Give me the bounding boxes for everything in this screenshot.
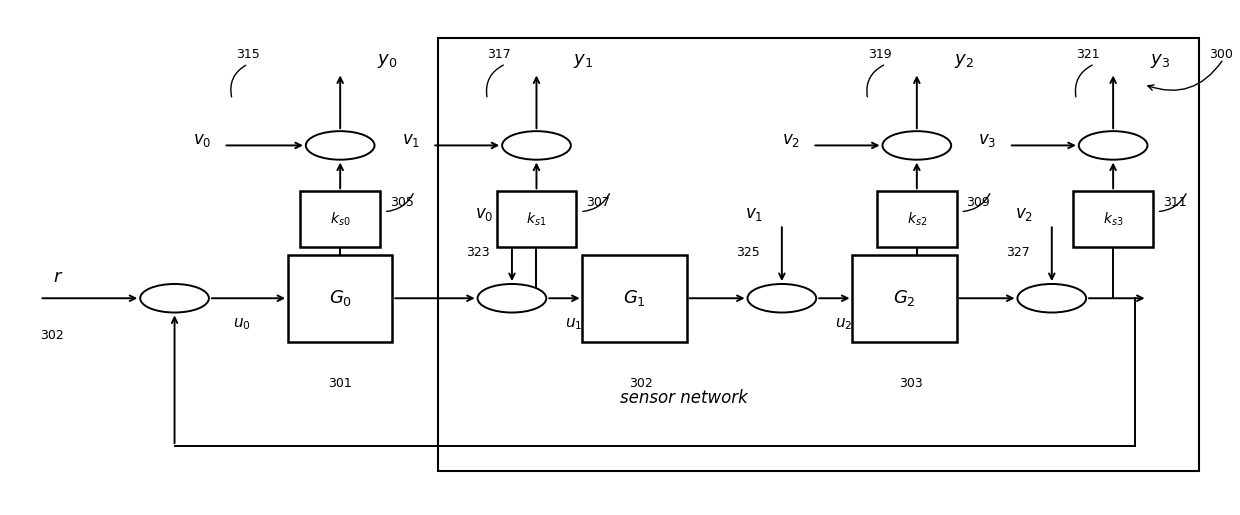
- Circle shape: [502, 131, 570, 160]
- Text: $k_{s1}$: $k_{s1}$: [526, 211, 547, 228]
- Text: $y_3$: $y_3$: [1149, 52, 1171, 70]
- Text: $\boldsymbol{v_0}$: $\boldsymbol{v_0}$: [475, 205, 494, 223]
- Bar: [300, 191, 379, 247]
- Text: 301: 301: [329, 377, 352, 390]
- Text: $\boldsymbol{v_1}$: $\boldsymbol{v_1}$: [402, 131, 420, 149]
- Bar: [1074, 191, 1153, 247]
- Text: $u_0$: $u_0$: [233, 316, 250, 332]
- Bar: [288, 255, 392, 341]
- Text: $\boldsymbol{v_3}$: $\boldsymbol{v_3}$: [978, 131, 997, 149]
- Text: 305: 305: [389, 196, 414, 209]
- Bar: [496, 191, 577, 247]
- Bar: [852, 255, 957, 341]
- Text: 315: 315: [236, 48, 259, 61]
- Text: $k_{s2}$: $k_{s2}$: [906, 211, 928, 228]
- Text: $G_2$: $G_2$: [893, 288, 916, 308]
- Circle shape: [306, 131, 374, 160]
- Text: $k_{s0}$: $k_{s0}$: [330, 211, 351, 228]
- Text: $y_2$: $y_2$: [954, 52, 973, 70]
- Text: 325: 325: [737, 246, 760, 259]
- Text: 319: 319: [868, 48, 892, 61]
- Bar: [877, 191, 957, 247]
- Text: $G_1$: $G_1$: [624, 288, 646, 308]
- Text: 307: 307: [587, 196, 610, 209]
- Bar: [438, 39, 1199, 471]
- Text: $u_1$: $u_1$: [564, 316, 582, 332]
- Circle shape: [883, 131, 951, 160]
- Text: 311: 311: [1163, 196, 1187, 209]
- Text: 321: 321: [1076, 48, 1100, 61]
- Text: 303: 303: [899, 377, 923, 390]
- Text: $y_1$: $y_1$: [573, 52, 593, 70]
- Text: 327: 327: [1006, 246, 1029, 259]
- Text: sensor network: sensor network: [620, 389, 748, 407]
- Text: 309: 309: [966, 196, 991, 209]
- Text: $u_2$: $u_2$: [835, 316, 852, 332]
- Circle shape: [1018, 284, 1086, 313]
- Text: 317: 317: [487, 48, 511, 61]
- Circle shape: [140, 284, 208, 313]
- Text: 302: 302: [40, 329, 63, 342]
- Text: 323: 323: [466, 246, 490, 259]
- Circle shape: [1079, 131, 1147, 160]
- Text: $\boldsymbol{v_0}$: $\boldsymbol{v_0}$: [193, 131, 211, 149]
- Text: 300: 300: [1209, 48, 1233, 61]
- Bar: [583, 255, 687, 341]
- Circle shape: [748, 284, 816, 313]
- Circle shape: [477, 284, 547, 313]
- Text: 302: 302: [629, 377, 652, 390]
- Text: $\boldsymbol{v_2}$: $\boldsymbol{v_2}$: [1016, 205, 1033, 223]
- Text: $G_0$: $G_0$: [329, 288, 352, 308]
- Text: $y_0$: $y_0$: [377, 52, 397, 70]
- Text: $r$: $r$: [53, 267, 63, 285]
- Text: $\boldsymbol{v_1}$: $\boldsymbol{v_1}$: [745, 205, 764, 223]
- Text: $k_{s3}$: $k_{s3}$: [1102, 211, 1123, 228]
- Text: $\boldsymbol{v_2}$: $\boldsymbol{v_2}$: [782, 131, 800, 149]
